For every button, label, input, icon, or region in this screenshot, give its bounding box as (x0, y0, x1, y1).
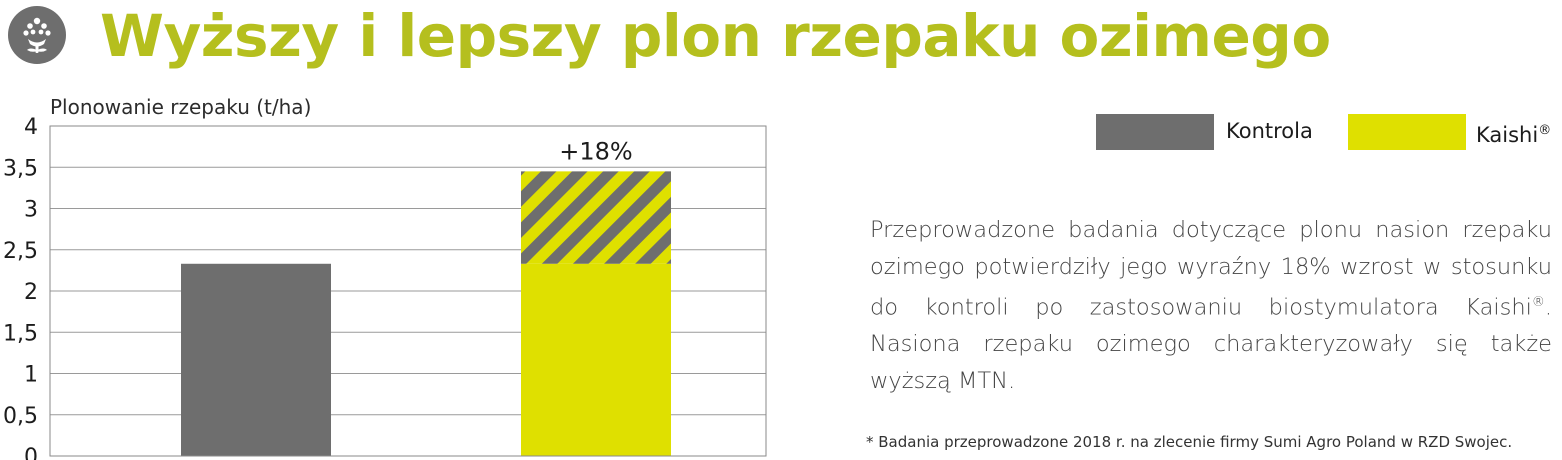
plot-frame (49, 125, 767, 457)
bar-kaishi (521, 263, 671, 456)
y-tick-label: 1,5 (3, 321, 38, 346)
bar-kaishi-increase (521, 171, 671, 264)
y-tick-label: 1 (24, 363, 38, 388)
bars (181, 171, 671, 456)
y-tick-label: 4 (24, 115, 38, 140)
y-tick-label: 3 (24, 198, 38, 223)
increase-annotation: +18% (559, 137, 632, 165)
description-text: Przeprowadzone badania dotyczące plonu n… (870, 217, 1552, 394)
legend-swatch-kaishi (1348, 114, 1466, 150)
y-tick-label: 2 (24, 280, 38, 305)
y-tick-label: 3,5 (3, 156, 38, 181)
y-tick-label: 0,5 (3, 404, 38, 429)
y-tick-label: 2,5 (3, 239, 38, 264)
footnote: * Badania przeprowadzone 2018 r. na zlec… (866, 433, 1513, 451)
page-title: Wyższy i lepszy plon rzepaku ozimego (100, 2, 1331, 70)
legend-label-kontrola: Kontrola (1226, 119, 1313, 143)
legend-swatch-kontrola (1096, 114, 1214, 150)
legend-label-kaishi: Kaishi® (1476, 123, 1552, 147)
y-axis-label: Plonowanie rzepaku (t/ha) (50, 95, 311, 119)
y-tick-label: 0 (24, 445, 38, 460)
yield-bar-chart: Plonowanie rzepaku (t/ha) 0 0,5 1 1,5 2 2,5 3 3… (3, 95, 767, 460)
y-tick-labels: 0 0,5 1 1,5 2 2,5 3 3,5 4 (3, 115, 38, 460)
plant-icon (8, 6, 66, 64)
grid-lines (50, 166, 766, 416)
bar-kontrola (181, 263, 331, 456)
